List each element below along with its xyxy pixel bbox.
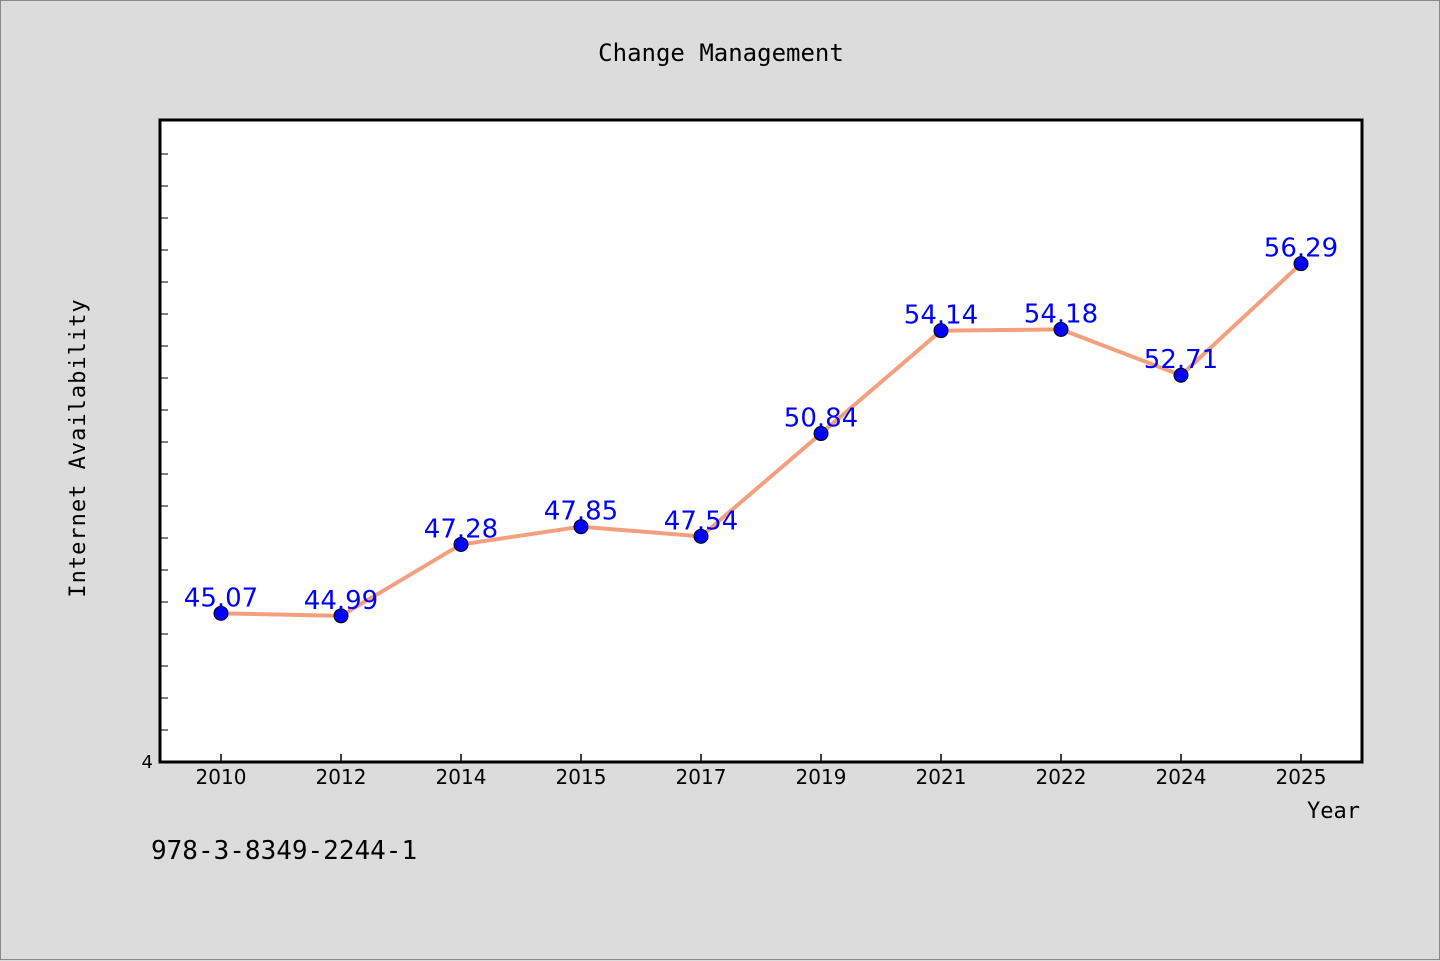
data-point: [333, 608, 349, 624]
x-tick-label: 2017: [676, 765, 727, 789]
x-tick-label: 2012: [316, 765, 367, 789]
series-line: [220, 262, 1303, 618]
x-tick-label: 2014: [436, 765, 487, 789]
data-point: [1293, 256, 1309, 272]
data-label: 52.71: [1144, 345, 1218, 375]
chart-title: Change Management: [598, 39, 844, 67]
x-axis-ticks: 2010 2012 2014 2015 2017 2019 2021 2022 2024 2025: [196, 754, 1327, 789]
y-axis-label: Internet Availability: [66, 298, 91, 597]
x-axis-label: Year: [1307, 799, 1360, 824]
data-label: 47.85: [544, 497, 618, 527]
x-tick-label: 2021: [916, 765, 967, 789]
data-point: [573, 519, 589, 535]
data-point: [213, 605, 229, 621]
y-axis-ticks: [160, 153, 168, 763]
data-point: [453, 536, 469, 552]
x-tick-label: 2025: [1276, 765, 1327, 789]
data-point: [1053, 321, 1069, 337]
x-tick-label: 2015: [556, 765, 607, 789]
data-label: 44.99: [304, 586, 378, 616]
data-point: [693, 528, 709, 544]
data-label: 50.84: [784, 404, 858, 434]
data-label: 47.28: [424, 514, 498, 544]
x-tick-label: 2024: [1156, 765, 1207, 789]
data-label: 47.54: [664, 506, 738, 536]
data-point: [813, 426, 829, 442]
data-label: 54.14: [904, 301, 978, 331]
plot-area: [158, 118, 1364, 764]
data-label: 45.07: [184, 583, 258, 613]
y-tick-label: 4: [142, 752, 153, 773]
series-layer: 45.07 44.99 47.28 47.85 47.54 50.84 54.14 54.18…: [184, 234, 1338, 624]
isbn-footer: 978-3-8349-2244-1: [151, 836, 418, 866]
x-tick-label: 2022: [1036, 765, 1087, 789]
data-point: [933, 323, 949, 339]
data-label: 54.18: [1024, 299, 1098, 329]
data-point: [1173, 367, 1189, 383]
x-tick-label: 2019: [796, 765, 847, 789]
data-label: 56.29: [1264, 234, 1338, 264]
x-tick-label: 2010: [196, 765, 247, 789]
